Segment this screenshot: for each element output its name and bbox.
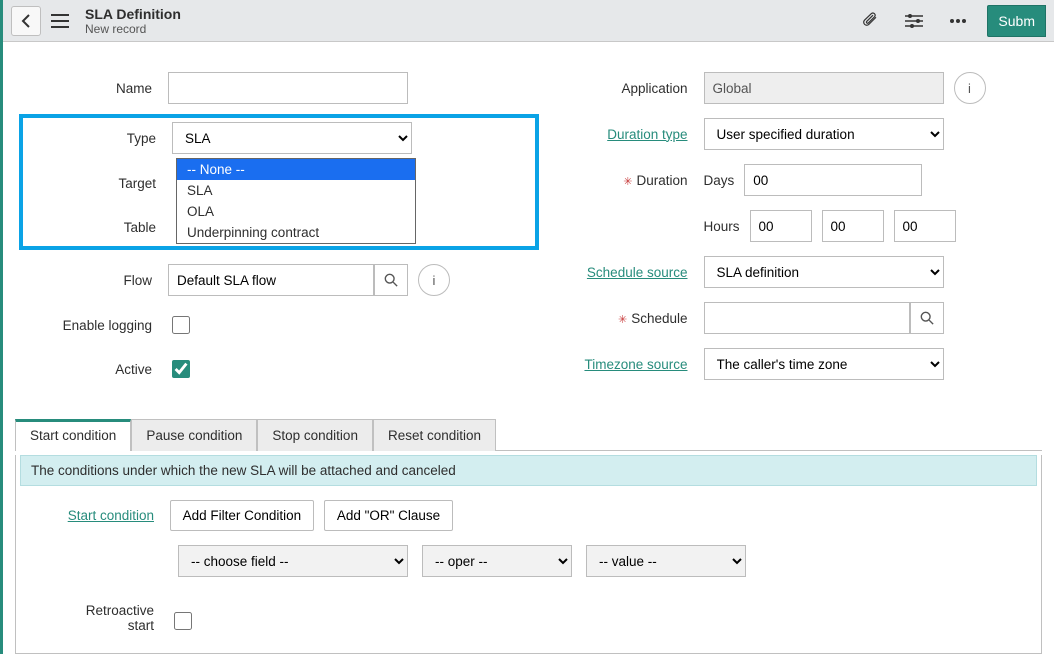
chevron-left-icon — [21, 14, 31, 28]
timezone-source-select[interactable]: The caller's time zone — [704, 348, 944, 380]
application-info-button[interactable]: i — [954, 72, 986, 104]
title-block: SLA Definition New record — [85, 6, 855, 36]
tabstrip: Start condition Pause condition Stop con… — [15, 418, 1042, 451]
page-title: SLA Definition — [85, 6, 855, 22]
target-label: Target — [27, 176, 172, 191]
schedule-source-label[interactable]: Schedule source — [559, 265, 704, 280]
tab-reset-condition[interactable]: Reset condition — [373, 419, 496, 451]
sliders-icon — [905, 13, 923, 29]
settings-button[interactable] — [899, 6, 929, 36]
tab-body: The conditions under which the new SLA w… — [15, 455, 1042, 654]
hamburger-icon — [51, 14, 69, 28]
add-or-button[interactable]: Add "OR" Clause — [324, 500, 453, 531]
type-label: Type — [27, 131, 172, 146]
type-highlight-box: Type SLA -- None -- SLA OLA Underpinning… — [19, 114, 539, 250]
enable-logging-label: Enable logging — [23, 318, 168, 333]
flow-lookup-button[interactable] — [374, 264, 408, 296]
more-button[interactable] — [943, 6, 973, 36]
flow-label: Flow — [23, 273, 168, 288]
tab-start-condition[interactable]: Start condition — [15, 419, 131, 451]
days-label: Days — [704, 173, 735, 188]
type-dropdown: -- None -- SLA OLA Underpinning contract — [176, 158, 416, 244]
topbar-actions: Subm — [855, 5, 1046, 37]
days-input[interactable] — [744, 164, 922, 196]
duration-type-select[interactable]: User specified duration — [704, 118, 944, 150]
name-label: Name — [23, 81, 168, 96]
choose-field-select[interactable]: -- choose field -- — [178, 545, 408, 577]
table-label: Table — [27, 220, 172, 235]
type-option-uc[interactable]: Underpinning contract — [177, 222, 415, 243]
form: Name Type SLA -- None -- SLA OLA Underpi… — [3, 42, 1054, 408]
info-icon: i — [433, 273, 436, 288]
attachment-button[interactable] — [855, 6, 885, 36]
application-input — [704, 72, 944, 104]
flow-input[interactable] — [168, 264, 374, 296]
page-subtitle: New record — [85, 22, 855, 36]
form-right-column: Application i Duration type User specifi… — [559, 72, 1035, 398]
start-condition-label[interactable]: Start condition — [66, 508, 166, 523]
schedule-source-select[interactable]: SLA definition — [704, 256, 944, 288]
paperclip-icon — [861, 12, 879, 30]
back-button[interactable] — [11, 6, 41, 36]
menu-button[interactable] — [45, 6, 75, 36]
tab-pause-condition[interactable]: Pause condition — [131, 419, 257, 451]
type-select[interactable]: SLA — [172, 122, 412, 154]
oper-select[interactable]: -- oper -- — [422, 545, 572, 577]
search-icon — [920, 311, 934, 325]
active-label: Active — [23, 362, 168, 377]
enable-logging-checkbox[interactable] — [172, 316, 190, 334]
value-select[interactable]: -- value -- — [586, 545, 746, 577]
retroactive-start-checkbox[interactable] — [174, 612, 192, 630]
hours3-input[interactable] — [894, 210, 956, 242]
flow-info-button[interactable]: i — [418, 264, 450, 296]
duration-label: Duration — [559, 173, 704, 188]
type-option-none[interactable]: -- None -- — [177, 159, 415, 180]
schedule-label: Schedule — [559, 311, 704, 326]
hours1-input[interactable] — [750, 210, 812, 242]
type-option-ola[interactable]: OLA — [177, 201, 415, 222]
schedule-lookup-button[interactable] — [910, 302, 944, 334]
hours-label: Hours — [704, 219, 740, 234]
add-filter-button[interactable]: Add Filter Condition — [170, 500, 315, 531]
infobar: The conditions under which the new SLA w… — [20, 455, 1037, 486]
condition-builder: Start condition Add Filter Condition Add… — [16, 490, 1041, 633]
retroactive-start-label: Retroactive start — [66, 603, 166, 633]
active-checkbox[interactable] — [172, 360, 190, 378]
duration-type-label[interactable]: Duration type — [559, 127, 704, 142]
hours2-input[interactable] — [822, 210, 884, 242]
topbar: SLA Definition New record Subm — [3, 0, 1054, 42]
info-icon: i — [968, 81, 971, 96]
schedule-input[interactable] — [704, 302, 910, 334]
ellipsis-icon — [949, 18, 967, 24]
timezone-source-label[interactable]: Timezone source — [559, 357, 704, 372]
type-option-sla[interactable]: SLA — [177, 180, 415, 201]
form-left-column: Name Type SLA -- None -- SLA OLA Underpi… — [23, 72, 499, 398]
application-label: Application — [559, 81, 704, 96]
search-icon — [384, 273, 398, 287]
tab-stop-condition[interactable]: Stop condition — [257, 419, 373, 451]
submit-button[interactable]: Subm — [987, 5, 1046, 37]
name-input[interactable] — [168, 72, 408, 104]
